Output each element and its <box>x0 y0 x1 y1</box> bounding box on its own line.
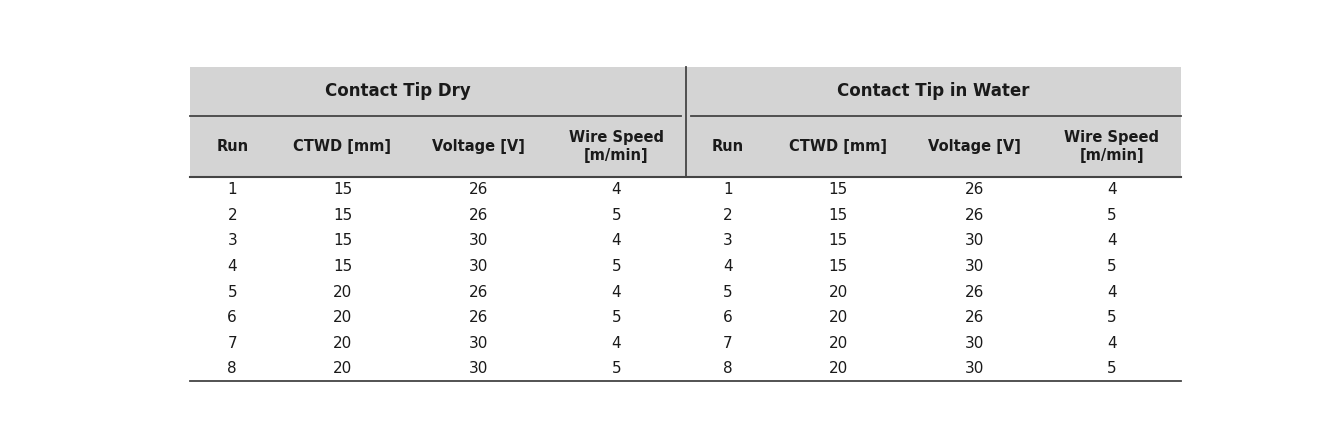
Text: 15: 15 <box>333 182 352 197</box>
Text: 2: 2 <box>227 208 237 223</box>
Text: 30: 30 <box>965 336 985 351</box>
Text: 15: 15 <box>828 259 848 274</box>
Text: 3: 3 <box>227 234 237 249</box>
Text: 5: 5 <box>227 285 237 300</box>
Bar <box>190 67 1181 116</box>
Bar <box>190 116 1181 177</box>
Text: Voltage [V]: Voltage [V] <box>432 139 526 154</box>
Text: 30: 30 <box>470 336 488 351</box>
Text: 4: 4 <box>1107 285 1117 300</box>
Text: Voltage [V]: Voltage [V] <box>929 139 1021 154</box>
Text: Contact Tip Dry: Contact Tip Dry <box>325 82 471 100</box>
Text: 4: 4 <box>227 259 237 274</box>
Text: 5: 5 <box>1107 361 1117 376</box>
Text: 4: 4 <box>1107 182 1117 197</box>
Text: 5: 5 <box>1107 208 1117 223</box>
Text: 6: 6 <box>227 310 237 325</box>
Text: 20: 20 <box>333 361 352 376</box>
Text: 15: 15 <box>333 234 352 249</box>
Text: 20: 20 <box>828 361 848 376</box>
Text: Wire Speed
[m/min]: Wire Speed [m/min] <box>1065 130 1160 163</box>
Text: 26: 26 <box>470 285 488 300</box>
Text: 5: 5 <box>611 208 621 223</box>
Text: 15: 15 <box>828 234 848 249</box>
Text: 3: 3 <box>723 234 733 249</box>
Text: 7: 7 <box>227 336 237 351</box>
Text: 7: 7 <box>723 336 733 351</box>
Text: 20: 20 <box>828 310 848 325</box>
Text: Wire Speed
[m/min]: Wire Speed [m/min] <box>569 130 664 163</box>
Text: 30: 30 <box>965 259 985 274</box>
Text: 15: 15 <box>333 208 352 223</box>
Text: 15: 15 <box>828 182 848 197</box>
Bar <box>190 279 1181 305</box>
Text: 4: 4 <box>611 285 621 300</box>
Text: 26: 26 <box>470 310 488 325</box>
Text: 5: 5 <box>611 259 621 274</box>
Text: 30: 30 <box>470 234 488 249</box>
Text: 5: 5 <box>611 310 621 325</box>
Bar <box>190 202 1181 228</box>
Text: 20: 20 <box>333 336 352 351</box>
Text: 20: 20 <box>333 285 352 300</box>
Text: 15: 15 <box>333 259 352 274</box>
Text: 4: 4 <box>723 259 733 274</box>
Text: 4: 4 <box>611 182 621 197</box>
Text: 26: 26 <box>965 285 985 300</box>
Bar <box>190 228 1181 254</box>
Text: 30: 30 <box>470 259 488 274</box>
Bar <box>190 177 1181 202</box>
Text: 5: 5 <box>1107 310 1117 325</box>
Text: 4: 4 <box>611 234 621 249</box>
Bar <box>190 330 1181 356</box>
Text: 20: 20 <box>333 310 352 325</box>
Text: 26: 26 <box>470 182 488 197</box>
Text: 26: 26 <box>965 208 985 223</box>
Text: 4: 4 <box>611 336 621 351</box>
Text: 5: 5 <box>723 285 733 300</box>
Text: 4: 4 <box>1107 234 1117 249</box>
Text: 5: 5 <box>611 361 621 376</box>
Text: 20: 20 <box>828 285 848 300</box>
Text: 8: 8 <box>723 361 733 376</box>
Text: 30: 30 <box>965 361 985 376</box>
Text: 26: 26 <box>965 182 985 197</box>
Text: 30: 30 <box>965 234 985 249</box>
Text: 5: 5 <box>1107 259 1117 274</box>
Text: 15: 15 <box>828 208 848 223</box>
Text: Contact Tip in Water: Contact Tip in Water <box>838 82 1030 100</box>
Text: CTWD [mm]: CTWD [mm] <box>293 139 392 154</box>
Text: 6: 6 <box>723 310 733 325</box>
Bar <box>190 254 1181 279</box>
Text: 4: 4 <box>1107 336 1117 351</box>
Text: CTWD [mm]: CTWD [mm] <box>789 139 887 154</box>
Text: 26: 26 <box>470 208 488 223</box>
Text: 1: 1 <box>227 182 237 197</box>
Text: 26: 26 <box>965 310 985 325</box>
Text: 20: 20 <box>828 336 848 351</box>
Text: 30: 30 <box>470 361 488 376</box>
Text: 2: 2 <box>723 208 733 223</box>
Text: Run: Run <box>712 139 744 154</box>
Bar <box>190 305 1181 330</box>
Text: Run: Run <box>217 139 249 154</box>
Text: 1: 1 <box>723 182 733 197</box>
Text: 8: 8 <box>227 361 237 376</box>
Bar <box>190 356 1181 381</box>
